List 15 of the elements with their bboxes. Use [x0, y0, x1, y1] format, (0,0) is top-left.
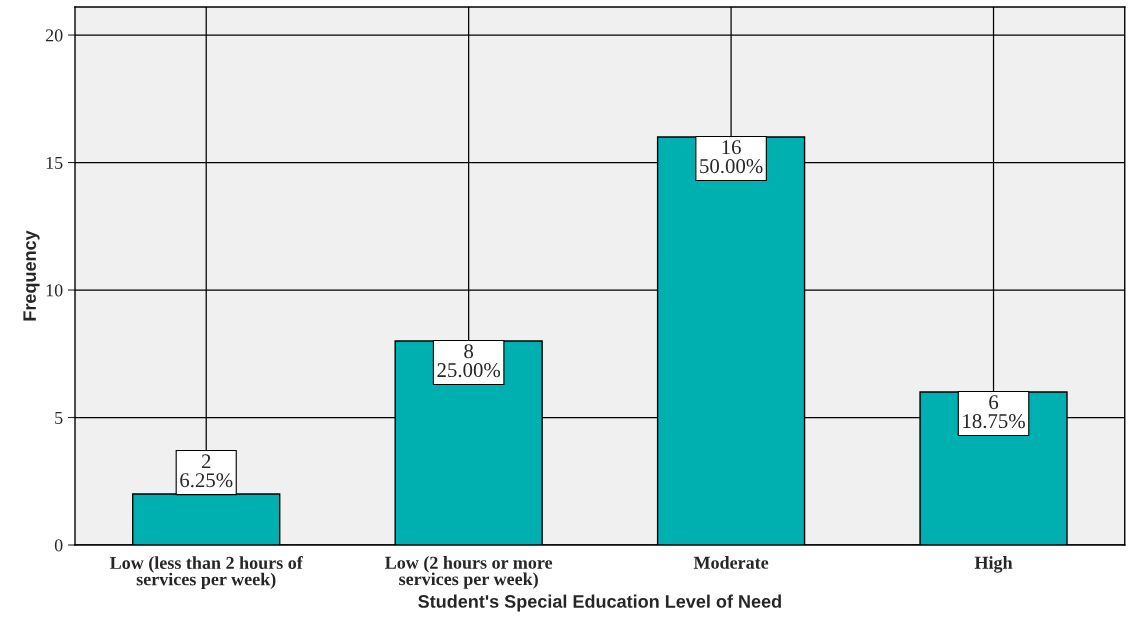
y-tick-label: 0	[54, 539, 63, 552]
x-axis-title: Student's Special Education Level of Need	[418, 594, 781, 612]
x-tick-label: Low (less than 2 hours of services per week)	[109, 556, 303, 590]
data-label: 16 50.00%	[700, 140, 763, 174]
x-tick-label: Low (2 hours or more services per week)	[385, 556, 553, 589]
y-tick-label: 15	[46, 156, 63, 169]
y-tick-label: 10	[46, 284, 63, 297]
data-label: 2 6.25%	[180, 454, 233, 488]
x-tick-label: Moderate	[693, 556, 769, 569]
y-tick-label: 5	[55, 411, 63, 424]
y-tick-label: 20	[45, 29, 63, 42]
data-label: 6 18.75%	[963, 395, 1025, 429]
y-axis-title: Frequency	[23, 230, 40, 321]
x-tick-label: High	[974, 556, 1013, 573]
data-label: 8 25.00%	[437, 344, 501, 378]
